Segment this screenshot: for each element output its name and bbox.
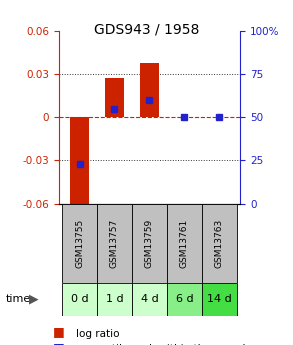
Text: 1 d: 1 d: [106, 294, 123, 304]
Bar: [70, 117, 89, 211]
Text: GSM13755: GSM13755: [75, 219, 84, 268]
Bar: [62, 204, 97, 283]
Text: ▶: ▶: [29, 293, 39, 306]
Text: time: time: [6, 294, 31, 304]
Text: ■: ■: [53, 325, 64, 338]
Bar: [97, 204, 132, 283]
Bar: [167, 204, 202, 283]
Bar: [105, 79, 124, 117]
Text: log ratio: log ratio: [76, 329, 120, 338]
Text: 14 d: 14 d: [207, 294, 232, 304]
Bar: [167, 283, 202, 316]
Text: 4 d: 4 d: [141, 294, 158, 304]
Text: GSM13763: GSM13763: [215, 219, 224, 268]
Bar: [62, 283, 97, 316]
Bar: [202, 283, 237, 316]
Text: GSM13761: GSM13761: [180, 219, 189, 268]
Text: 0 d: 0 d: [71, 294, 88, 304]
Text: 6 d: 6 d: [176, 294, 193, 304]
Bar: [202, 204, 237, 283]
Text: GDS943 / 1958: GDS943 / 1958: [94, 22, 199, 37]
Bar: [140, 63, 159, 117]
Bar: [132, 204, 167, 283]
Bar: [97, 283, 132, 316]
Text: ■: ■: [53, 341, 64, 345]
Text: GSM13759: GSM13759: [145, 219, 154, 268]
Bar: [132, 283, 167, 316]
Text: GSM13757: GSM13757: [110, 219, 119, 268]
